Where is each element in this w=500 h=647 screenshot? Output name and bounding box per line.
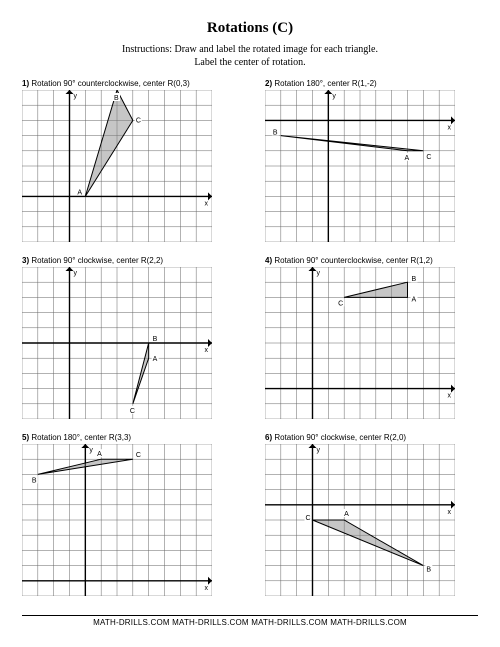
vertex-label: C [338, 300, 343, 307]
svg-text:x: x [205, 200, 209, 207]
vertex-label: A [412, 296, 417, 303]
vertex-label: C [130, 408, 135, 415]
vertex-label: A [97, 451, 102, 458]
triangle [85, 90, 133, 196]
coord-grid: x y C A B [265, 444, 455, 596]
svg-text:x: x [448, 124, 452, 131]
vertex-label: B [32, 477, 37, 484]
problem-5: 5) Rotation 180°, center R(3,3) x y B A C [22, 433, 235, 596]
problems-grid: 1) Rotation 90° counterclockwise, center… [22, 79, 478, 596]
problem-label: 4) Rotation 90° counterclockwise, center… [265, 256, 478, 265]
problem-desc: Rotation 90° counterclockwise, center R(… [31, 79, 189, 88]
vertex-label: B [412, 276, 417, 283]
vertex-label: A [344, 511, 349, 518]
problem-label: 3) Rotation 90° clockwise, center R(2,2) [22, 256, 235, 265]
vertex-label: B [153, 336, 158, 343]
vertex-label: A [77, 189, 82, 196]
problem-desc: Rotation 180°, center R(3,3) [31, 433, 131, 442]
problem-label: 6) Rotation 90° clockwise, center R(2,0) [265, 433, 478, 442]
coord-grid: x y B A C [22, 444, 212, 596]
svg-text:y: y [317, 270, 321, 277]
problem-desc: Rotation 90° clockwise, center R(2,2) [31, 256, 163, 265]
problem-desc: Rotation 90° clockwise, center R(2,0) [274, 433, 406, 442]
vertex-label: A [405, 155, 410, 162]
problem-4: 4) Rotation 90° counterclockwise, center… [265, 256, 478, 419]
vertex-label: C [136, 452, 141, 459]
vertex-label: C [136, 117, 141, 124]
problem-3: 3) Rotation 90° clockwise, center R(2,2)… [22, 256, 235, 419]
problem-number: 2) [265, 79, 272, 88]
svg-text:y: y [74, 270, 78, 277]
problem-label: 2) Rotation 180°, center R(1,-2) [265, 79, 478, 88]
problem-desc: Rotation 90° counterclockwise, center R(… [274, 256, 432, 265]
coord-grid: x y C B A [265, 267, 455, 419]
svg-text:x: x [448, 509, 452, 516]
triangle [313, 520, 424, 566]
chart: x y C A B [265, 444, 455, 596]
problem-2: 2) Rotation 180°, center R(1,-2) x y B A C [265, 79, 478, 242]
chart: x y C B A [265, 267, 455, 419]
instructions: Instructions: Draw and label the rotated… [22, 43, 478, 69]
svg-text:x: x [205, 347, 209, 354]
vertex-label: A [153, 356, 158, 363]
problem-label: 1) Rotation 90° counterclockwise, center… [22, 79, 235, 88]
chart: x y B A C [265, 90, 455, 242]
footer: MATH-DRILLS.COM MATH-DRILLS.COM MATH-DRI… [22, 615, 478, 627]
problem-number: 1) [22, 79, 29, 88]
triangle [281, 136, 423, 151]
coord-grid: x y B A C [22, 267, 212, 419]
vertex-label: C [426, 154, 431, 161]
problem-number: 4) [265, 256, 272, 265]
svg-text:y: y [74, 93, 78, 100]
chart: x y B A C [22, 267, 212, 419]
instructions-line1: Instructions: Draw and label the rotated… [122, 44, 378, 55]
problem-6: 6) Rotation 90° clockwise, center R(2,0)… [265, 433, 478, 596]
coord-grid: x y B A C [265, 90, 455, 242]
page-title: Rotations (C) [22, 20, 478, 37]
vertex-label: B [426, 567, 431, 574]
svg-text:x: x [205, 585, 209, 592]
svg-text:y: y [317, 447, 321, 454]
svg-text:x: x [448, 393, 452, 400]
problem-number: 6) [265, 433, 272, 442]
problem-1: 1) Rotation 90° counterclockwise, center… [22, 79, 235, 242]
coord-grid: x y A B C [22, 90, 212, 242]
vertex-label: B [114, 95, 119, 102]
svg-text:y: y [332, 93, 336, 100]
svg-text:y: y [89, 447, 93, 454]
problem-number: 3) [22, 256, 29, 265]
vertex-label: C [306, 515, 311, 522]
problem-label: 5) Rotation 180°, center R(3,3) [22, 433, 235, 442]
problem-desc: Rotation 180°, center R(1,-2) [274, 79, 376, 88]
instructions-line2: Label the center of rotation. [194, 57, 305, 68]
chart: x y B A C [22, 444, 212, 596]
problem-number: 5) [22, 433, 29, 442]
vertex-label: B [273, 130, 278, 137]
chart: x y A B C [22, 90, 212, 242]
